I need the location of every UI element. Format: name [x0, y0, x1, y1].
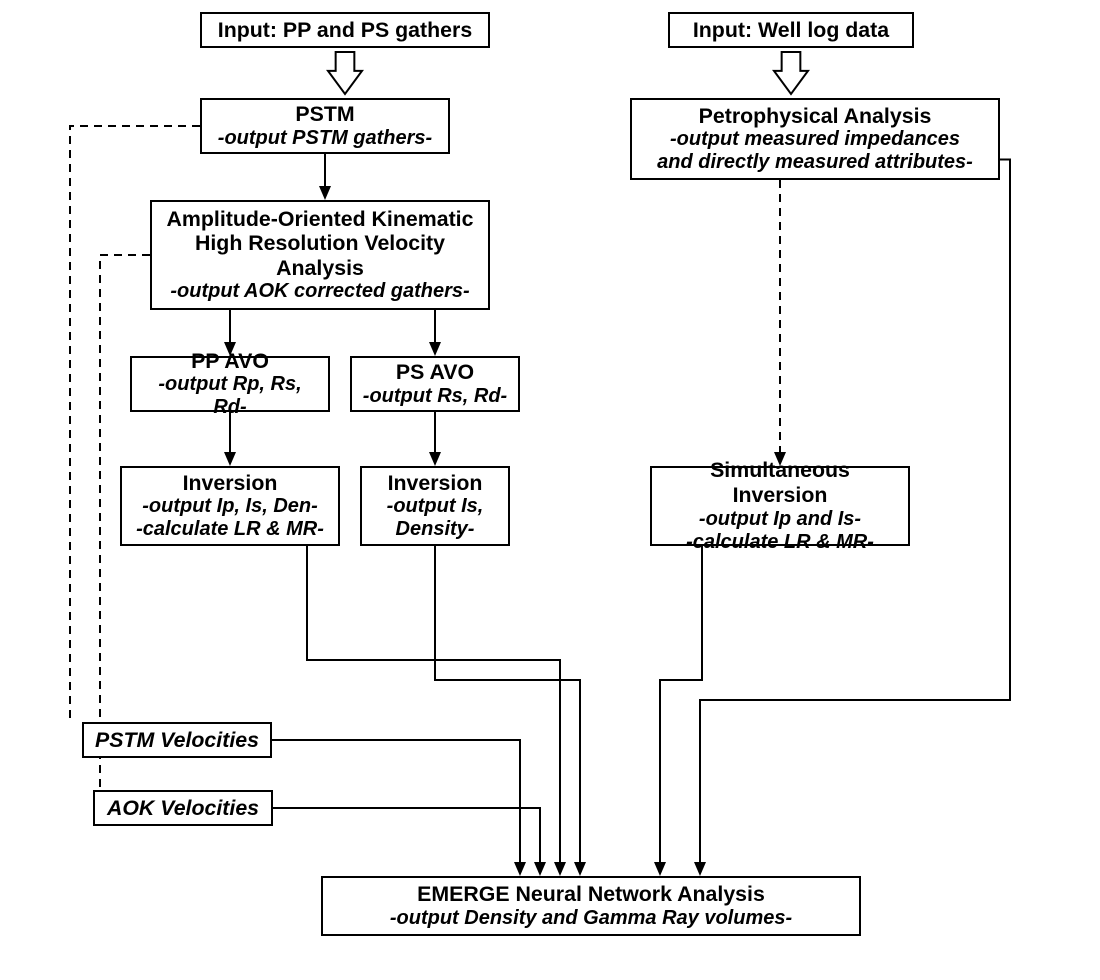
- node-inversion_ps: Inversion-output Is,Density-: [360, 466, 510, 546]
- node-input_pp_ps-title: Input: PP and PS gathers: [218, 18, 472, 43]
- node-inversion_ps-title: Inversion: [388, 471, 483, 496]
- node-petro: Petrophysical Analysis-output measured i…: [630, 98, 1000, 180]
- node-ps_avo-output-0: -output Rs, Rd-: [363, 385, 507, 408]
- node-petro-title: Petrophysical Analysis: [699, 104, 932, 129]
- node-inversion_pp-output-0: -output Ip, Is, Den-: [142, 495, 318, 518]
- node-sim_inv-title: Simultaneous Inversion: [662, 458, 898, 507]
- node-pp_avo-title: PP AVO: [191, 349, 269, 374]
- node-inversion_pp-title: Inversion: [183, 471, 278, 496]
- node-pstm-output-0: -output PSTM gathers-: [218, 127, 432, 150]
- node-emerge-title: EMERGE Neural Network Analysis: [417, 882, 765, 907]
- node-emerge: EMERGE Neural Network Analysis-output De…: [321, 876, 861, 936]
- node-aok-title: Amplitude-Oriented KinematicHigh Resolut…: [167, 207, 474, 281]
- node-sim_inv-output-1: -calculate LR & MR-: [686, 531, 874, 554]
- node-pstm_vel-title: PSTM Velocities: [95, 728, 259, 753]
- node-pp_avo-output-0: -output Rp, Rs, Rd-: [142, 373, 318, 419]
- node-sim_inv: Simultaneous Inversion-output Ip and Is-…: [650, 466, 910, 546]
- flowchart-canvas: Input: PP and PS gathers PSTM-output PSTM…: [0, 0, 1100, 980]
- node-emerge-output-0: -output Density and Gamma Ray volumes-: [390, 907, 792, 930]
- node-aok_vel-title: AOK Velocities: [107, 796, 259, 821]
- node-pp_avo: PP AVO-output Rp, Rs, Rd-: [130, 356, 330, 412]
- node-sim_inv-output-0: -output Ip and Is-: [699, 508, 861, 531]
- node-inversion_pp-output-1: -calculate LR & MR-: [136, 518, 324, 541]
- node-petro-output-0: -output measured impedances: [670, 128, 960, 151]
- node-petro-output-1: and directly measured attributes-: [657, 151, 973, 174]
- node-aok: Amplitude-Oriented KinematicHigh Resolut…: [150, 200, 490, 310]
- node-inversion_pp: Inversion-output Ip, Is, Den--calculate …: [120, 466, 340, 546]
- node-aok-output-0: -output AOK corrected gathers-: [170, 280, 469, 303]
- node-pstm-title: PSTM: [295, 102, 354, 127]
- node-inversion_ps-output-0: -output Is,: [387, 495, 484, 518]
- node-ps_avo: PS AVO-output Rs, Rd-: [350, 356, 520, 412]
- node-ps_avo-title: PS AVO: [396, 360, 474, 385]
- node-input_well-title: Input: Well log data: [693, 18, 889, 43]
- node-pstm_vel: PSTM Velocities: [82, 722, 272, 758]
- node-pstm: PSTM-output PSTM gathers-: [200, 98, 450, 154]
- node-aok_vel: AOK Velocities: [93, 790, 273, 826]
- node-input_pp_ps: Input: PP and PS gathers: [200, 12, 490, 48]
- node-input_well: Input: Well log data: [668, 12, 914, 48]
- node-inversion_ps-output-1: Density-: [396, 518, 475, 541]
